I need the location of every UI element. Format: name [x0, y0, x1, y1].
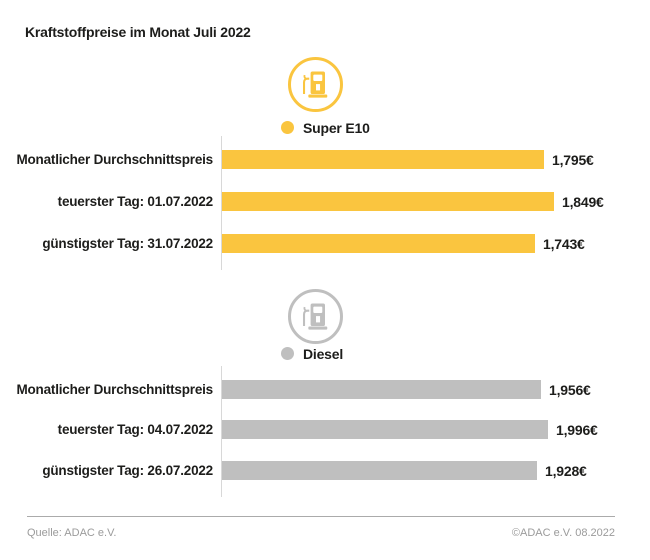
bar-row-label: Monatlicher Durchschnittspreis	[16, 382, 213, 397]
bar-row-label: günstigster Tag: 26.07.2022	[42, 463, 213, 478]
bar-super-e10-max	[222, 192, 554, 211]
super-e10-axis-line	[221, 136, 222, 270]
bar-diesel-max	[222, 420, 548, 439]
bar-row-label: günstigster Tag: 31.07.2022	[42, 236, 213, 251]
bar-row-diesel-min: günstigster Tag: 26.07.2022 1,928€	[0, 461, 650, 480]
bar-row-diesel-average: Monatlicher Durchschnittspreis 1,956€	[0, 380, 650, 399]
page-title: Kraftstoffpreise im Monat Juli 2022	[25, 24, 251, 40]
footer-source: Quelle: ADAC e.V.	[27, 527, 117, 539]
bar-super-e10-min	[222, 234, 535, 253]
super-e10-legend: Super E10	[281, 119, 370, 136]
footer-copyright: ©ADAC e.V. 08.2022	[511, 527, 615, 539]
bar-diesel-average	[222, 380, 541, 399]
bar-value-label: 1,743€	[543, 235, 585, 252]
diesel-axis-line	[221, 366, 222, 497]
diesel-legend-label: Diesel	[303, 345, 344, 362]
diesel-legend: Diesel	[281, 345, 344, 362]
fuel-pump-icon	[302, 71, 327, 98]
bar-row-diesel-max: teuerster Tag: 04.07.2022 1,996€	[0, 420, 650, 439]
bar-super-e10-average	[222, 150, 544, 169]
bar-value-label: 1,996€	[556, 421, 598, 438]
bar-row-label: teuerster Tag: 04.07.2022	[57, 422, 214, 437]
bar-value-label: 1,849€	[562, 193, 604, 210]
diesel-legend-dot	[281, 347, 294, 360]
diesel-icon-circle	[288, 289, 343, 344]
bar-value-label: 1,795€	[552, 151, 594, 168]
bar-diesel-min	[222, 461, 537, 480]
super-e10-legend-label: Super E10	[303, 119, 370, 136]
bar-value-label: 1,956€	[549, 381, 591, 398]
bar-row-label: teuerster Tag: 01.07.2022	[57, 194, 214, 209]
bar-row-super-e10-min: günstigster Tag: 31.07.2022 1,743€	[0, 234, 650, 253]
footer-divider	[27, 516, 615, 517]
super-e10-icon-circle	[288, 57, 343, 112]
bar-row-super-e10-max: teuerster Tag: 01.07.2022 1,849€	[0, 192, 650, 211]
bar-value-label: 1,928€	[545, 462, 587, 479]
fuel-pump-icon	[302, 303, 327, 330]
bar-row-super-e10-average: Monatlicher Durchschnittspreis 1,795€	[0, 150, 650, 169]
bar-row-label: Monatlicher Durchschnittspreis	[16, 152, 213, 167]
super-e10-legend-dot	[281, 121, 294, 134]
